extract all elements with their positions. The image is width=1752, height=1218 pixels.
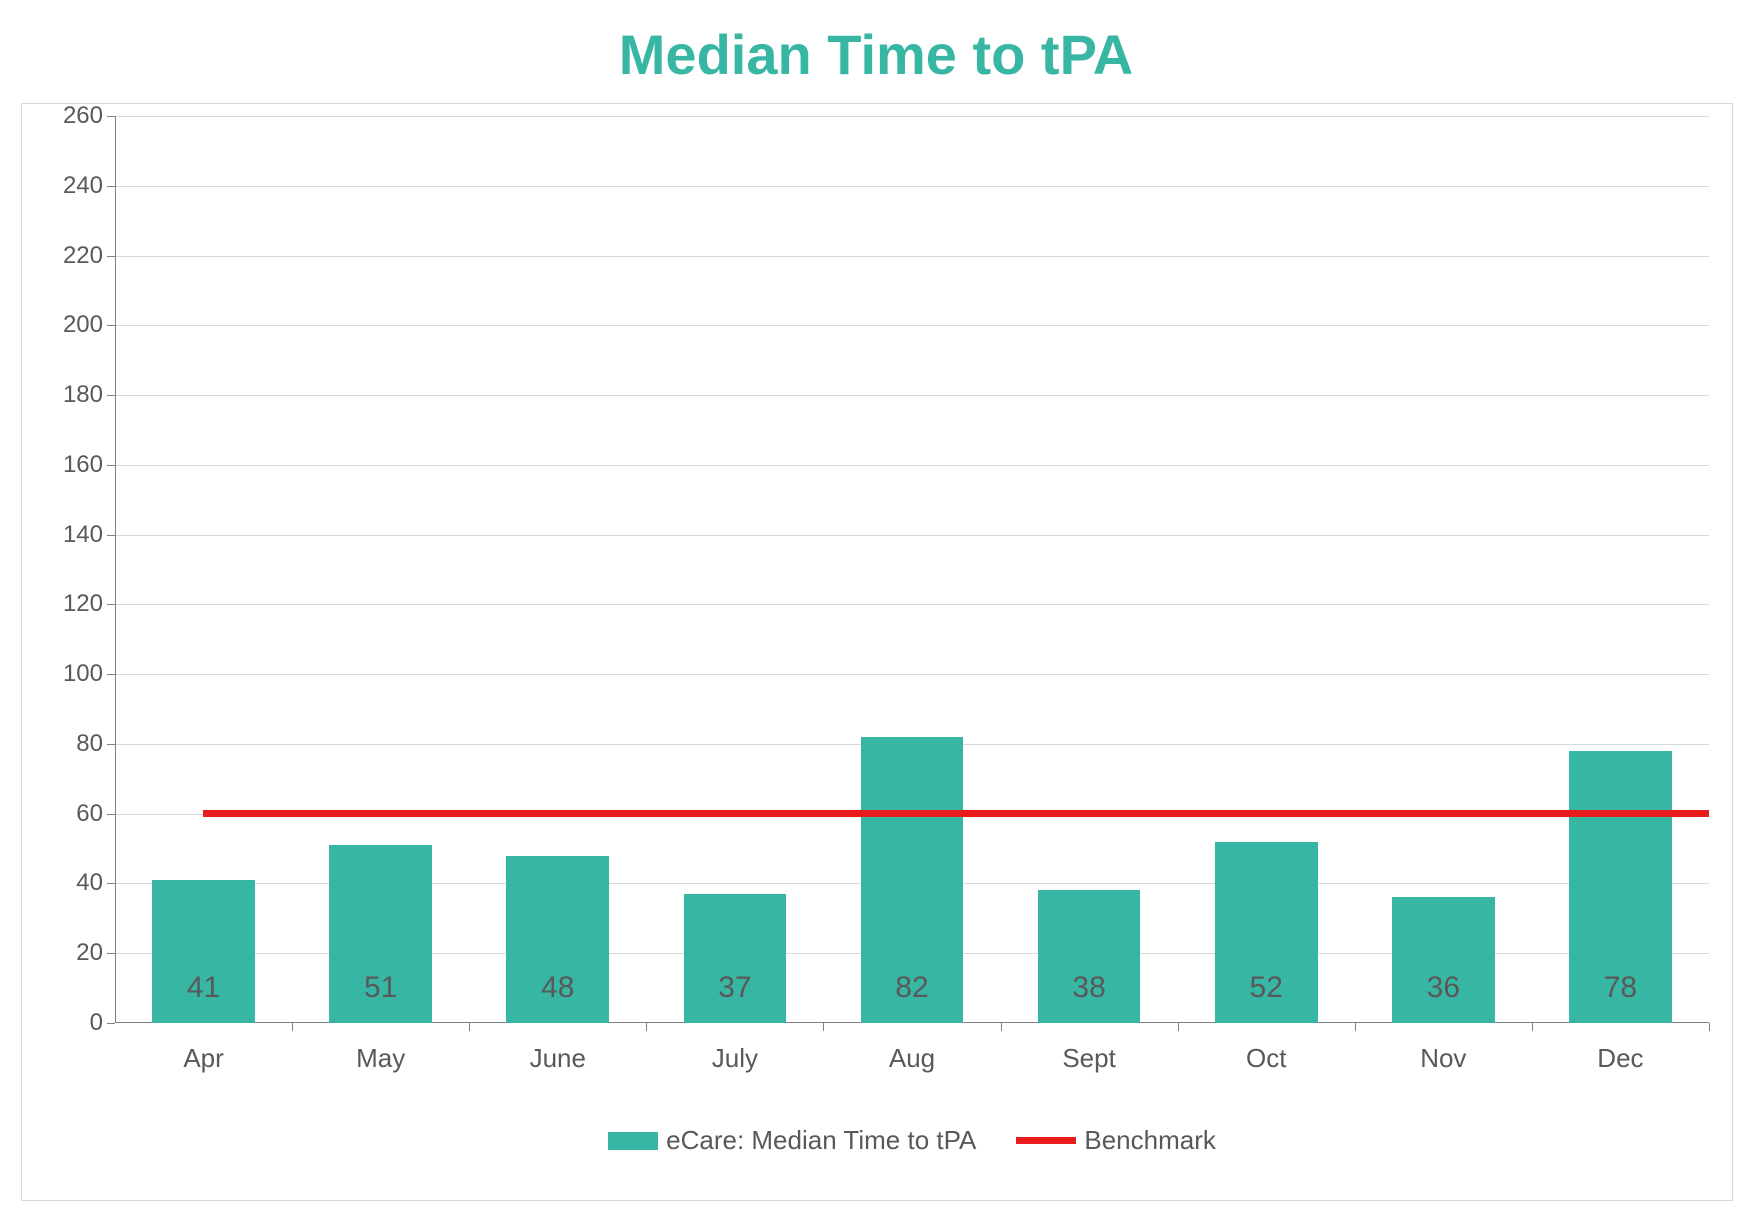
ytick-mark xyxy=(107,1023,115,1024)
bar-value-label: 48 xyxy=(506,973,609,1003)
plot-area: 41 51 48 37 82 38 52 36 78 xyxy=(115,116,1709,1023)
bar-value-label: 82 xyxy=(861,973,964,1003)
chart-container: Median Time to tPA 41 51 48 37 82 38 52 36 78 0 2… xyxy=(0,0,1752,1218)
ytick-label: 260 xyxy=(29,104,103,128)
xtick-mark xyxy=(469,1023,470,1031)
xtick-mark xyxy=(823,1023,824,1031)
gridline xyxy=(115,256,1709,257)
legend-item: eCare: Median Time to tPA xyxy=(608,1125,976,1156)
bar: 82 xyxy=(861,737,964,1023)
legend-swatch-bar-icon xyxy=(608,1132,658,1150)
bar: 48 xyxy=(506,856,609,1023)
bar: 36 xyxy=(1392,897,1495,1023)
bar-value-label: 37 xyxy=(684,973,787,1003)
xtick-label: May xyxy=(292,1045,469,1071)
ytick-label: 160 xyxy=(29,453,103,477)
gridline xyxy=(115,465,1709,466)
ytick-mark xyxy=(107,535,115,536)
gridline xyxy=(115,395,1709,396)
ytick-label: 60 xyxy=(29,802,103,826)
xtick-mark xyxy=(1709,1023,1710,1031)
xtick-label: Nov xyxy=(1355,1045,1532,1071)
ytick-mark xyxy=(107,325,115,326)
xtick-mark xyxy=(1178,1023,1179,1031)
ytick-mark xyxy=(107,674,115,675)
legend-swatch-line-icon xyxy=(1016,1137,1076,1144)
ytick-label: 120 xyxy=(29,592,103,616)
xtick-mark xyxy=(1532,1023,1533,1031)
bar: 38 xyxy=(1038,890,1141,1023)
ytick-mark xyxy=(107,953,115,954)
ytick-label: 200 xyxy=(29,313,103,337)
legend: eCare: Median Time to tPA Benchmark xyxy=(115,1125,1709,1156)
bar: 52 xyxy=(1215,842,1318,1023)
ytick-label: 140 xyxy=(29,523,103,547)
ytick-label: 40 xyxy=(29,871,103,895)
gridline xyxy=(115,186,1709,187)
chart-title: Median Time to tPA xyxy=(0,22,1752,87)
ytick-mark xyxy=(107,116,115,117)
bar-value-label: 36 xyxy=(1392,973,1495,1003)
ytick-label: 20 xyxy=(29,941,103,965)
xtick-label: June xyxy=(469,1045,646,1071)
bar: 41 xyxy=(152,880,255,1023)
xtick-label: Oct xyxy=(1178,1045,1355,1071)
ytick-label: 240 xyxy=(29,174,103,198)
bar-value-label: 41 xyxy=(152,973,255,1003)
ytick-label: 180 xyxy=(29,383,103,407)
ytick-mark xyxy=(107,395,115,396)
gridline xyxy=(115,535,1709,536)
ytick-mark xyxy=(107,814,115,815)
gridline xyxy=(115,674,1709,675)
xtick-label: Dec xyxy=(1532,1045,1709,1071)
benchmark-line xyxy=(203,810,1709,817)
ytick-mark xyxy=(107,883,115,884)
y-axis-line xyxy=(115,116,116,1023)
bar: 37 xyxy=(684,894,787,1023)
ytick-label: 100 xyxy=(29,662,103,686)
xtick-mark xyxy=(1001,1023,1002,1031)
xtick-label: Aug xyxy=(823,1045,1000,1071)
ytick-mark xyxy=(107,604,115,605)
xtick-label: Apr xyxy=(115,1045,292,1071)
xtick-mark xyxy=(292,1023,293,1031)
bar-value-label: 52 xyxy=(1215,973,1318,1003)
gridline xyxy=(115,116,1709,117)
ytick-label: 80 xyxy=(29,732,103,756)
bar-value-label: 51 xyxy=(329,973,432,1003)
legend-item: Benchmark xyxy=(1016,1125,1216,1156)
bar-value-label: 38 xyxy=(1038,973,1141,1003)
legend-label: Benchmark xyxy=(1084,1125,1216,1156)
gridline xyxy=(115,604,1709,605)
xtick-label: Sept xyxy=(1001,1045,1178,1071)
gridline xyxy=(115,325,1709,326)
ytick-label: 220 xyxy=(29,244,103,268)
bar: 51 xyxy=(329,845,432,1023)
ytick-label: 0 xyxy=(29,1011,103,1035)
ytick-mark xyxy=(107,744,115,745)
bar-value-label: 78 xyxy=(1569,973,1672,1003)
xtick-label: July xyxy=(646,1045,823,1071)
legend-label: eCare: Median Time to tPA xyxy=(666,1125,976,1156)
ytick-mark xyxy=(107,186,115,187)
ytick-mark xyxy=(107,256,115,257)
bar: 78 xyxy=(1569,751,1672,1023)
xtick-mark xyxy=(1355,1023,1356,1031)
xtick-mark xyxy=(646,1023,647,1031)
ytick-mark xyxy=(107,465,115,466)
